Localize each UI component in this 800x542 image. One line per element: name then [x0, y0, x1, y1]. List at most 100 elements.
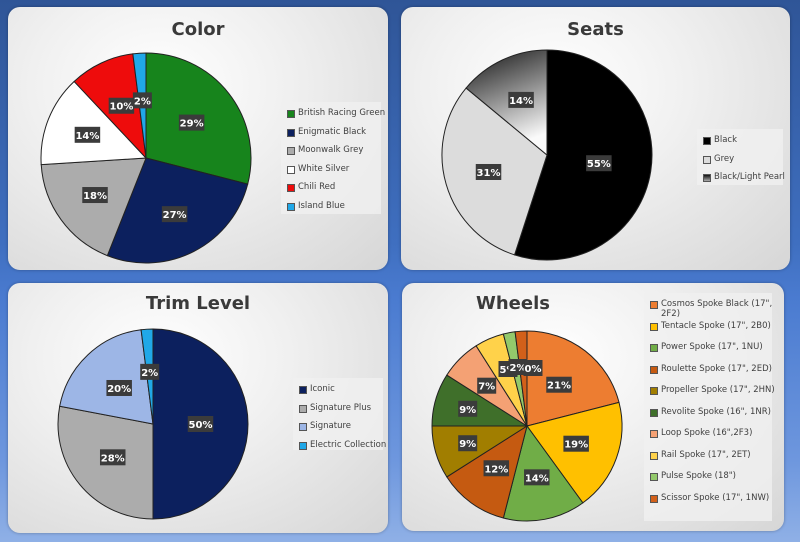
data-label-bg — [524, 469, 550, 486]
legend-swatch — [287, 165, 295, 174]
legend-item: Grey — [703, 154, 734, 164]
data-label-bg — [161, 206, 188, 223]
data-label: 14% — [525, 473, 549, 484]
pie-slice — [59, 329, 154, 425]
pie-chart-wheels: 21% 19% 14% 12% 9% 9% 7% 5%2%0% — [431, 330, 623, 522]
legend-label: Pulse Spoke (18") — [661, 471, 736, 481]
legend-item: White Silver — [287, 164, 349, 174]
legend-label: Black/Light Pearl — [714, 172, 785, 182]
legend: Cosmos Spoke Black (17", 2F2) Tentacle Sp… — [644, 293, 775, 521]
chart-title: Color — [171, 19, 225, 40]
legend-label: Rail Spoke (17", 2ET) — [661, 449, 751, 460]
legend-swatch — [703, 137, 711, 145]
data-label-bg — [586, 155, 612, 172]
legend-label: Signature — [310, 421, 352, 431]
legend-swatch — [287, 147, 295, 155]
pie-slice — [526, 401, 623, 504]
data-label-bg — [477, 377, 497, 394]
legend-swatch — [287, 110, 295, 118]
pie-chart-color: 29% 27% 18% 14% 10% 2% — [40, 52, 252, 264]
legend-swatch — [703, 155, 711, 164]
legend-label: Chili Red — [298, 182, 336, 192]
data-label-bg — [108, 97, 135, 114]
legend-label: Revolite Spoke (16", 1NR) — [661, 406, 771, 417]
pie-slice — [40, 80, 148, 166]
data-label: 19% — [564, 440, 588, 451]
data-label-bg — [475, 163, 502, 180]
data-label-bg — [508, 91, 534, 108]
legend-swatch — [299, 441, 307, 450]
chart-title: Seats — [567, 19, 624, 40]
legend-item: Cosmos Spoke Black (17", 2F2) — [650, 299, 773, 319]
data-label: 55% — [587, 159, 611, 170]
legend: British Racing Green Enigmatic Black Moonw… — [281, 102, 385, 214]
legend-swatch — [287, 128, 295, 137]
data-label: 28% — [101, 453, 125, 464]
legend-label: Grey — [714, 153, 735, 164]
data-label-bg — [483, 460, 510, 477]
legend-item: Tentacle Spoke (17", 2B0) — [650, 321, 771, 331]
legend-label: Propeller Spoke (17", 2HN) — [661, 385, 775, 395]
pie-slice — [513, 49, 653, 261]
legend-label: Cosmos Spoke Black (17", 2F2) — [661, 299, 773, 319]
data-label-bg — [132, 92, 152, 109]
data-label: 20% — [107, 384, 131, 395]
legend-label: Iconic — [310, 384, 335, 394]
legend-label: Roulette Spoke (17", 2ED) — [661, 363, 772, 374]
legend-swatch — [650, 322, 658, 331]
pie-slice — [514, 330, 528, 427]
legend-label: Black — [714, 135, 737, 145]
legend-swatch — [650, 387, 658, 395]
legend-item: Roulette Spoke (17", 2ED) — [650, 364, 772, 374]
data-label: 31% — [477, 168, 501, 179]
legend-item: Power Spoke (17", 1NU) — [650, 342, 763, 352]
legend-item: Island Blue — [287, 201, 345, 211]
data-label: 2% — [134, 96, 151, 107]
data-label: 9% — [459, 439, 476, 450]
legend-item: Propeller Spoke (17", 2HN) — [650, 385, 775, 395]
legend-label: Tentacle Spoke (17", 2B0) — [661, 320, 771, 331]
data-label-bg — [187, 416, 214, 432]
data-label-bg — [508, 359, 528, 375]
legend-swatch — [287, 202, 295, 211]
data-label: 12% — [484, 464, 508, 475]
legend-label: Island Blue — [298, 200, 345, 211]
data-label-bg — [140, 363, 160, 380]
data-label: 10% — [109, 102, 133, 113]
data-label-bg — [458, 435, 478, 452]
pie-chart-trim-level: 50% 28% 20% 2% — [57, 328, 249, 520]
data-label-bg — [82, 187, 108, 204]
legend-label: Loop Spoke (16",2F3) — [661, 428, 753, 438]
data-label: 2% — [510, 363, 527, 374]
legend-item: Chili Red — [287, 182, 335, 192]
pie-chart-seats: 55% 31% 14% — [441, 49, 653, 261]
legend-swatch — [650, 494, 658, 503]
legend-item: Black/Light Pearl — [703, 172, 785, 182]
legend-label: Enigmatic Black — [298, 126, 367, 137]
data-label-bg — [178, 114, 205, 131]
wheels-chart-panel: Wheels 21% 19% 14% 12% 9% 9% 7% 5% 2% 0% Cosmos S… — [402, 283, 784, 531]
legend: Iconic Signature Plus Signature Electric Co… — [293, 378, 386, 450]
legend-swatch — [650, 430, 658, 438]
color-chart-panel: Color 29% 27% 18% 14% 10% 2% British Racing G… — [8, 7, 388, 270]
legend-swatch — [650, 301, 658, 309]
data-label: 27% — [163, 210, 187, 221]
legend-swatch — [650, 365, 658, 374]
data-label-bg — [99, 449, 126, 466]
legend-swatch — [650, 344, 658, 352]
trim-chart-panel: Trim Level 50% 28% 20% 2% Iconic Signature P… — [8, 283, 388, 533]
data-label-bg — [74, 126, 101, 143]
data-label-bg — [546, 376, 572, 393]
seats-chart-panel: Seats 55% 31% 14% Black Grey Black/Light Pea… — [401, 7, 790, 270]
legend: Black Grey Black/Light Pearl — [697, 129, 785, 185]
data-label-bg — [106, 379, 132, 396]
data-label: 5% — [500, 365, 517, 376]
legend-label: Scissor Spoke (17", 1NW) — [661, 492, 770, 503]
legend-item: Rail Spoke (17", 2ET) — [650, 450, 751, 460]
legend-swatch — [299, 404, 307, 413]
legend-label: British Racing Green — [298, 108, 386, 118]
legend-swatch — [650, 451, 658, 460]
data-label: 14% — [75, 131, 99, 142]
legend-swatch — [650, 408, 658, 417]
legend-item: Scissor Spoke (17", 1NW) — [650, 493, 769, 503]
